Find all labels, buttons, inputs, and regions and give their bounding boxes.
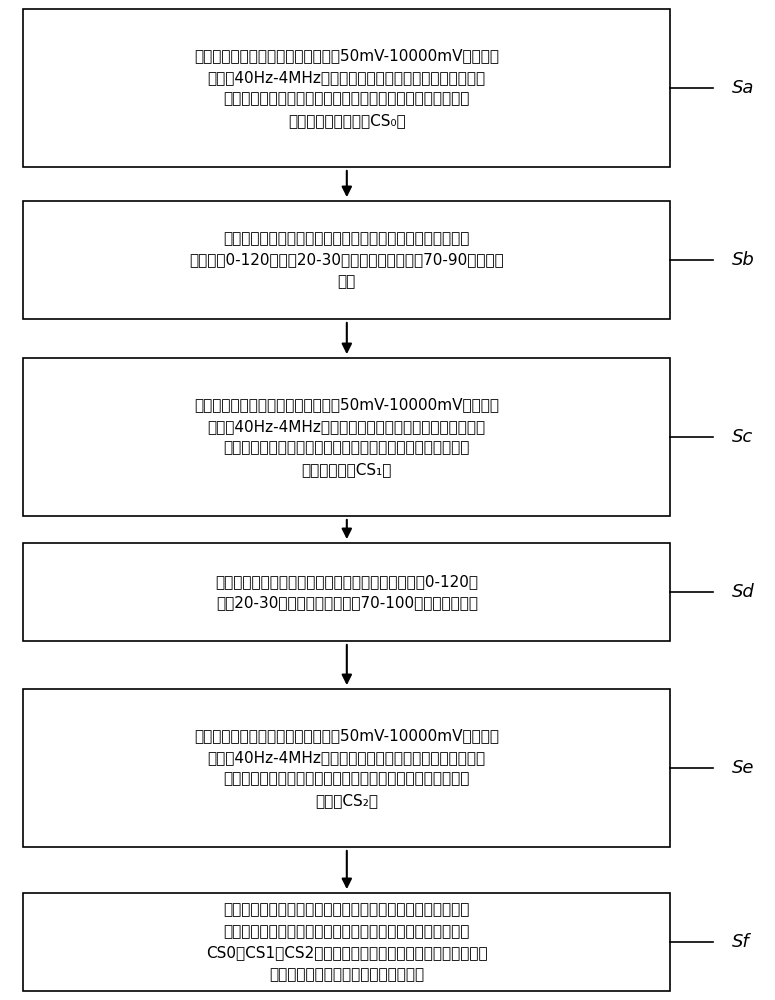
Text: 将第一液体置于待检测反应单元，用50mV-10000mV的正弦波
电压按40Hz-4MHz对每个反应单元做频率电导率扫描，记录
响应电流与相位差并选择扫描结果的: 将第一液体置于待检测反应单元，用50mV-10000mV的正弦波 电压按40Hz… (195, 48, 499, 128)
Text: 将第一液体置于待检测反应单元，用50mV-10000mV的正弦波
电压按40Hz-4MHz对反应单元做频率阻抗扫描，记录响应电
流与相位差并选择扫描结果的若干个: 将第一液体置于待检测反应单元，用50mV-10000mV的正弦波 电压按40Hz… (195, 397, 499, 477)
Text: Sf: Sf (732, 933, 750, 951)
Bar (23, 893, 670, 991)
Bar (23, 201, 670, 319)
Text: 倒出第一液体，将第一浓度的反应物溶液置于待检测反应单元
内部，按0-120小时在20-30摄氏度，相对湿度为70-90的空间内
放置: 倒出第一液体，将第一浓度的反应物溶液置于待检测反应单元 内部，按0-120小时在… (189, 231, 505, 289)
Text: 倒出第一液体，将已知包含有有机分子的第一浓度的目标检验
物放入待检测反应单元内，执行检验，分别获取三个包被参数
CS0、CS1、CS2作为该浓度下反应单元的包被: 倒出第一液体，将已知包含有有机分子的第一浓度的目标检验 物放入待检测反应单元内，… (206, 902, 487, 982)
Text: 将第一液体置于待检测反应单元，用50mV-10000mV的正弦波
电压按40Hz-4MHz对反应单元做频率阻抗扫描，记录响应电
流与相位差并选择扫描结果中若干个: 将第一液体置于待检测反应单元，用50mV-10000mV的正弦波 电压按40Hz… (195, 728, 499, 808)
Bar (23, 358, 670, 516)
Bar (23, 689, 670, 847)
Text: Sc: Sc (732, 428, 753, 446)
Text: Sb: Sb (732, 251, 755, 269)
Text: Se: Se (732, 759, 755, 777)
Text: Sd: Sd (732, 583, 755, 601)
Text: Sa: Sa (732, 79, 755, 97)
Bar (23, 543, 670, 641)
Text: 倒出第一液体，将封闭液装入待检测反应单元内，按0-120小
时在20-30摄氏度，相对湿度为70-100的空间内放置；: 倒出第一液体，将封闭液装入待检测反应单元内，按0-120小 时在20-30摄氏度… (215, 574, 478, 610)
Bar (23, 9, 670, 167)
